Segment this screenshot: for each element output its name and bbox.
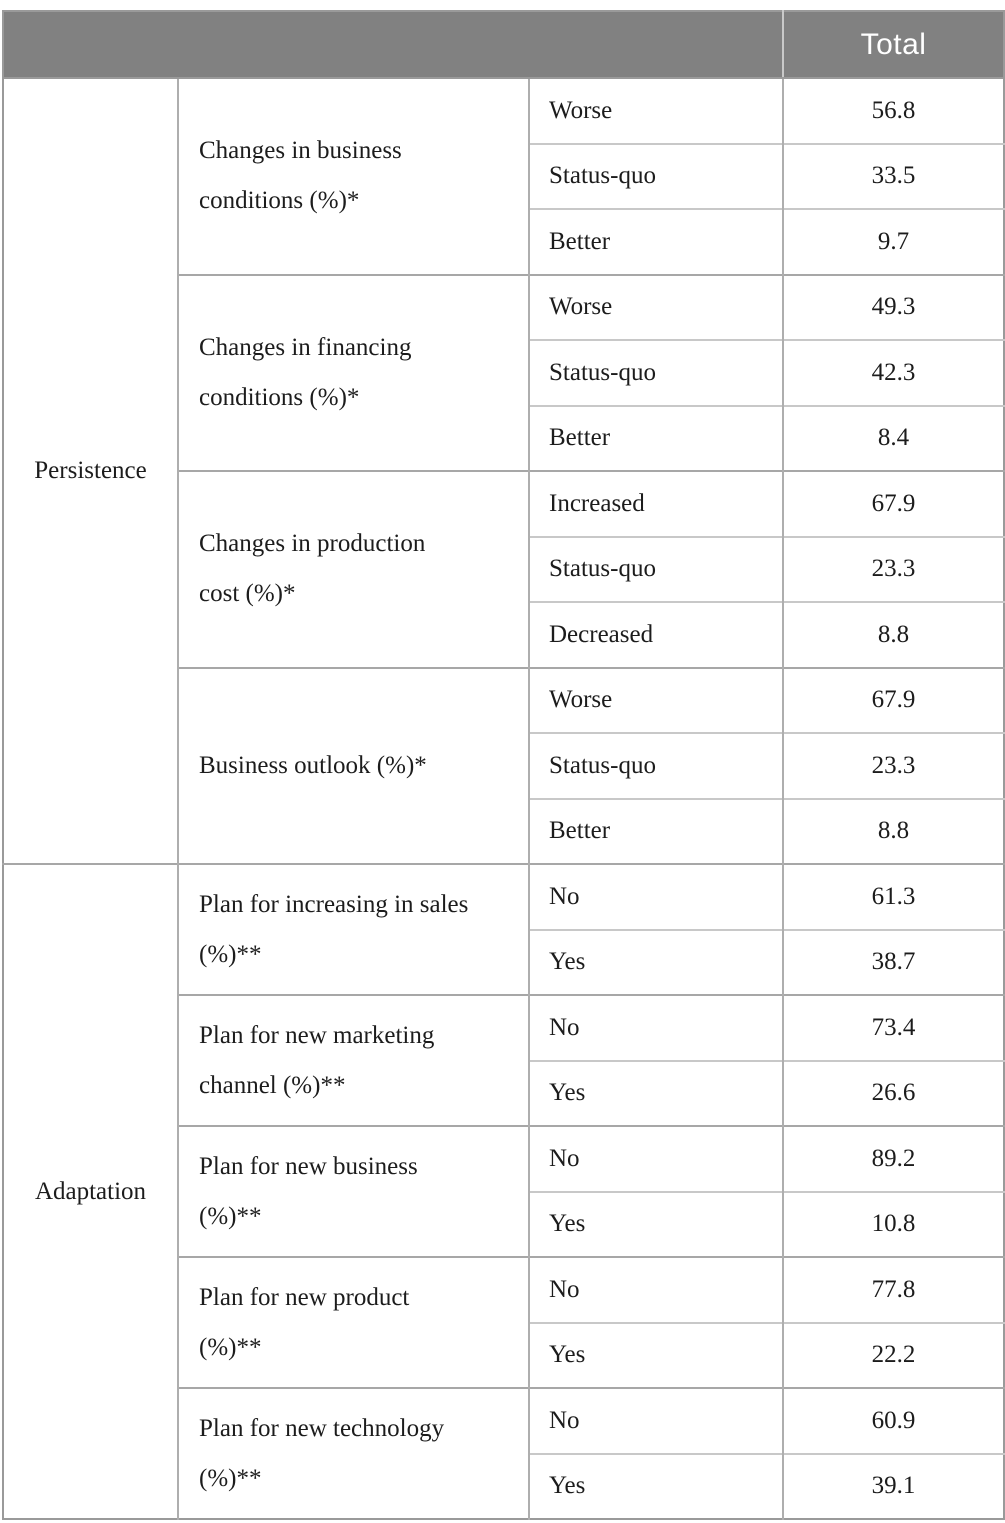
value-cell: 8.8 (782, 797, 1005, 864)
variable-label-line: Business outlook (%)* (199, 751, 427, 779)
table-row: Yes 38.7 (3, 928, 1005, 995)
header-row: Total (3, 11, 1005, 79)
value-cell: 10.8 (782, 1190, 1005, 1257)
table-row: Adaptation Plan for increasing in sales … (3, 863, 1005, 1519)
group-cell-persistence: Persistence (3, 78, 178, 864)
value-cell: 77.8 (782, 1256, 1005, 1323)
value-cell: 9.7 (782, 208, 1005, 275)
table-row: Status-quo 23.3 (3, 732, 1005, 799)
variable-label-line: Plan for new business (199, 1152, 418, 1180)
value-cell: 39.1 (782, 1452, 1005, 1519)
variable-cell-production-cost: Changes in production cost (%)* (177, 470, 529, 668)
table-row: Yes 39.1 (3, 1452, 1005, 1519)
level-cell: Yes (527, 1321, 784, 1388)
table-row: Plan for new business (%)** No 89.2 (3, 1125, 1005, 1257)
value-cell: 8.4 (782, 404, 1005, 471)
value-cell: 22.2 (782, 1321, 1005, 1388)
value-cell: 67.9 (782, 470, 1005, 537)
value-cell: 33.5 (782, 142, 1005, 209)
table-row: Status-quo 33.5 (3, 142, 1005, 209)
level-cell: Better (527, 797, 784, 864)
table-row: Business outlook (%)* Worse 67.9 (3, 666, 1005, 864)
level-cell: Increased (527, 470, 784, 537)
variable-label-line: Changes in business (199, 137, 402, 165)
level-cell: Yes (527, 1190, 784, 1257)
value-cell: 89.2 (782, 1125, 1005, 1192)
level-cell: Yes (527, 928, 784, 995)
table-row: Plan for new marketing channel (%)** No … (3, 994, 1005, 1126)
table-row: Yes 26.6 (3, 1059, 1005, 1126)
level-cell: Yes (527, 1452, 784, 1519)
level-cell: Status-quo (527, 339, 784, 406)
table-row: Plan for new technology (%)** No 60.9 (3, 1387, 1005, 1519)
variable-label-line: Changes in financing (199, 333, 412, 361)
level-cell: Worse (527, 666, 784, 733)
variable-label-line: Plan for new product (199, 1283, 410, 1311)
level-cell: No (527, 1256, 784, 1323)
level-cell: Better (527, 404, 784, 471)
table-row: Better 8.4 (3, 404, 1005, 471)
header-corner-cell (3, 11, 784, 79)
level-cell: No (527, 994, 784, 1061)
header-total-cell: Total (782, 11, 1005, 79)
level-cell: Yes (527, 1059, 784, 1126)
value-cell: 61.3 (782, 863, 1005, 930)
value-cell: 8.8 (782, 601, 1005, 668)
variable-label-line: Plan for increasing in sales (199, 890, 469, 918)
value-cell: 23.3 (782, 732, 1005, 799)
variable-label-line: conditions (%)* (199, 187, 360, 215)
table-row: Status-quo 23.3 (3, 535, 1005, 602)
value-cell: 26.6 (782, 1059, 1005, 1126)
level-cell: No (527, 863, 784, 930)
level-cell: Status-quo (527, 535, 784, 602)
variable-cell-plan-product: Plan for new product (%)** (177, 1256, 529, 1388)
value-cell: 56.8 (782, 78, 1005, 144)
table-row: Plan for new product (%)** No 77.8 (3, 1256, 1005, 1388)
value-cell: 60.9 (782, 1387, 1005, 1454)
variable-cell-financing-conditions: Changes in financing conditions (%)* (177, 273, 529, 471)
variable-cell-plan-technology: Plan for new technology (%)** (177, 1387, 529, 1519)
group-cell-adaptation: Adaptation (3, 863, 178, 1519)
level-cell: Status-quo (527, 142, 784, 209)
table-row: Status-quo 42.3 (3, 339, 1005, 406)
table-row: Better 8.8 (3, 797, 1005, 864)
variable-cell-plan-marketing: Plan for new marketing channel (%)** (177, 994, 529, 1126)
table-row: Decreased 8.8 (3, 601, 1005, 668)
variable-cell-business-outlook: Business outlook (%)* (177, 666, 529, 864)
table-row: Better 9.7 (3, 208, 1005, 275)
variable-label-line: conditions (%)* (199, 383, 360, 411)
level-cell: No (527, 1387, 784, 1454)
variable-label-line: Plan for new technology (199, 1414, 445, 1442)
table-row: Yes 22.2 (3, 1321, 1005, 1388)
table-row: Yes 10.8 (3, 1190, 1005, 1257)
value-cell: 49.3 (782, 273, 1005, 340)
value-cell: 67.9 (782, 666, 1005, 733)
level-cell: Decreased (527, 601, 784, 668)
level-cell: Worse (527, 273, 784, 340)
variable-cell-business-conditions: Changes in business conditions (%)* (177, 78, 529, 275)
summary-statistics-table: Total Persistence Changes in business co… (2, 10, 1005, 1520)
level-cell: Better (527, 208, 784, 275)
value-cell: 23.3 (782, 535, 1005, 602)
value-cell: 38.7 (782, 928, 1005, 995)
level-cell: Status-quo (527, 732, 784, 799)
variable-label-line: (%)** (199, 1202, 262, 1230)
variable-label-line: (%)** (199, 940, 262, 968)
variable-label-line: cost (%)* (199, 580, 296, 608)
variable-cell-plan-sales: Plan for increasing in sales (%)** (177, 863, 529, 995)
variable-label-line: channel (%)** (199, 1071, 346, 1099)
table-row: Persistence Changes in business conditio… (3, 78, 1005, 864)
level-cell: No (527, 1125, 784, 1192)
variable-label-line: (%)** (199, 1333, 262, 1361)
variable-label-line: Plan for new marketing (199, 1021, 435, 1049)
variable-label-line: Changes in production (199, 530, 426, 558)
value-cell: 73.4 (782, 994, 1005, 1061)
table-row: Changes in production cost (%)* Increase… (3, 470, 1005, 668)
level-cell: Worse (527, 78, 784, 144)
variable-label-line: (%)** (199, 1464, 262, 1492)
table-row: Changes in financing conditions (%)* Wor… (3, 273, 1005, 471)
variable-cell-plan-business: Plan for new business (%)** (177, 1125, 529, 1257)
value-cell: 42.3 (782, 339, 1005, 406)
